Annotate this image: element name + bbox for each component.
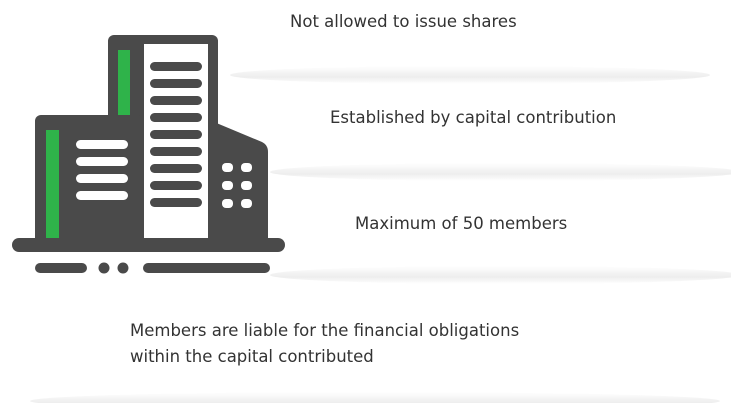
item-text: Maximum of 50 members [355,211,567,237]
divider [230,66,710,84]
item-text: Established by capital contribution [330,105,616,131]
building-icon [12,35,285,274]
line: Maximum of 50 members [355,214,568,233]
item-text: Members are liable for the financial obl… [130,318,519,370]
line: within the capital contributed [130,347,374,366]
item-text: Not allowed to issue shares [290,9,517,35]
divider [270,266,731,284]
line: Members are liable for the financial obl… [130,321,520,340]
line: Not allowed to issue shares [290,12,517,31]
divider [30,392,720,403]
line: Established by capital contribution [330,108,617,127]
divider [270,163,731,181]
